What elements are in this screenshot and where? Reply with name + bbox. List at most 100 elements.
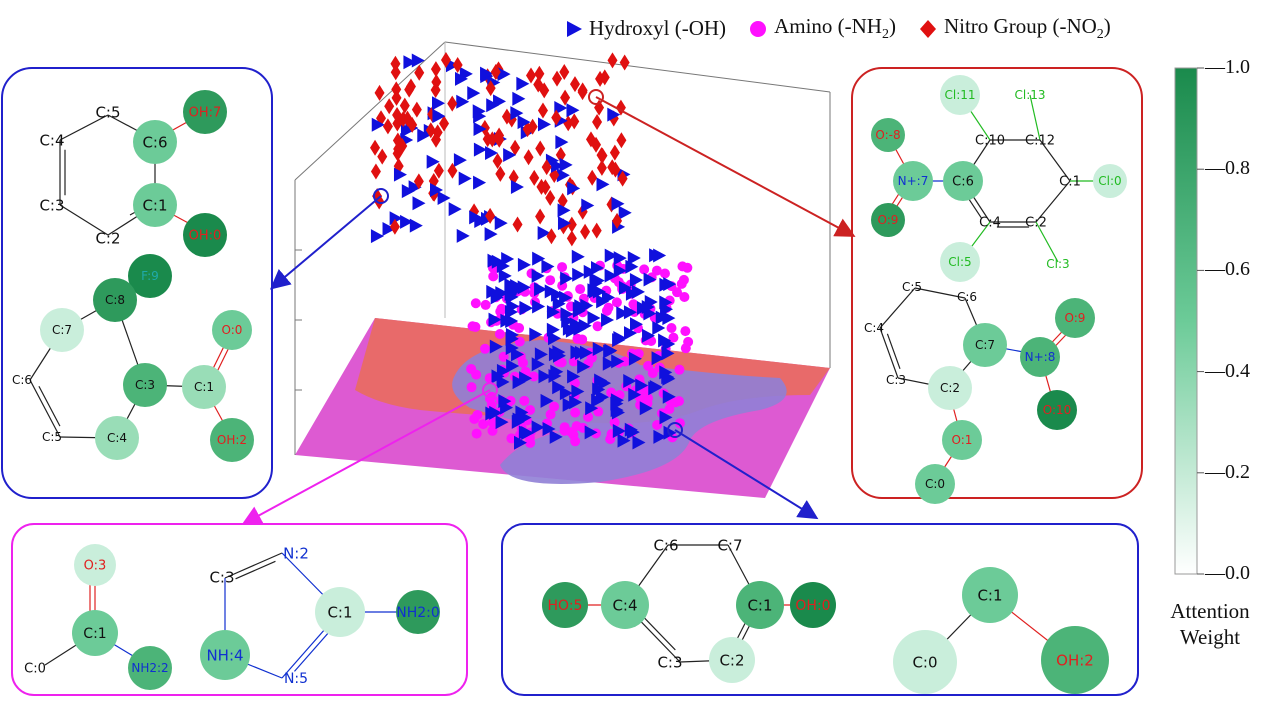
colorbar-title-line1: Attention: [1170, 599, 1250, 623]
scatter-point-hydroxyl: [503, 148, 517, 163]
legend: Hydroxyl (-OH) Amino (-NH2) Nitro Group …: [565, 14, 1133, 43]
scatter-point-amino: [478, 419, 489, 430]
panel-bottom-right: [501, 523, 1139, 696]
legend-item-nitro: Nitro Group (-NO2): [918, 14, 1111, 43]
scatter-point-nitro: [452, 56, 463, 73]
scatter-point-nitro: [510, 139, 521, 156]
scatter-point-amino: [487, 425, 498, 436]
atom-label: C:5: [902, 280, 922, 294]
atom-label: C:1: [142, 196, 167, 214]
scatter-point-nitro: [393, 141, 404, 158]
scatter-point-hydroxyl: [557, 203, 571, 218]
atom-label: C:7: [975, 338, 995, 352]
atom-node: [542, 582, 588, 628]
atom-node: [1041, 626, 1109, 694]
bond: [1035, 180, 1071, 223]
atom-label: C:2: [1025, 216, 1047, 231]
atom-label: C:7: [717, 536, 742, 554]
scatter-point-nitro: [407, 116, 418, 133]
scatter-point-amino: [571, 421, 582, 432]
atom-node: [736, 581, 784, 629]
scatter-point-nitro: [411, 101, 422, 118]
scatter-point-hydroxyl: [456, 228, 470, 243]
colorbar-tick-label: —0.4: [1205, 359, 1250, 382]
scatter-point-hydroxyl: [453, 153, 467, 168]
scatter-point-nitro: [534, 65, 545, 82]
atom-label: C:5: [95, 103, 120, 121]
bond-double: [235, 560, 276, 580]
scatter-point-nitro: [440, 52, 451, 69]
scatter-point-hydroxyl: [589, 272, 603, 287]
scatter-point-hydroxyl: [623, 326, 637, 341]
scatter-point-hydroxyl: [659, 410, 673, 425]
scatter-point-hydroxyl: [490, 290, 504, 305]
scatter-point-amino: [466, 382, 477, 393]
scatter-point-nitro: [607, 52, 618, 69]
scatter-point-hydroxyl: [596, 294, 610, 309]
scatter-point-hydroxyl: [426, 154, 440, 169]
scatter-point-amino: [664, 404, 675, 415]
atom-label: C:3: [657, 653, 682, 671]
scatter-point-hydroxyl: [532, 299, 546, 314]
scatter-point-amino: [680, 326, 691, 337]
scatter-point-nitro: [596, 159, 607, 176]
scatter-point-hydroxyl: [517, 280, 531, 295]
scatter-point-hydroxyl: [473, 122, 487, 137]
atom-label: C:7: [52, 323, 72, 337]
scatter-point-hydroxyl: [625, 259, 639, 274]
scatter-point-amino: [549, 401, 560, 412]
atom-label: O:9: [878, 213, 899, 227]
scatter-point-hydroxyl: [448, 202, 462, 217]
atom-label: Cl:0: [1098, 174, 1121, 188]
scatter-point-amino: [639, 264, 650, 275]
scatter-point-amino: [670, 397, 681, 408]
scatter-point-nitro: [607, 159, 618, 176]
scatter-point-nitro: [447, 162, 458, 179]
atom-label: N:2: [283, 544, 309, 562]
scatter-point-hydroxyl: [596, 177, 610, 192]
scatter-point-amino: [651, 265, 662, 276]
scatter-point-hydroxyl: [505, 289, 519, 304]
scatter-point-hydroxyl: [504, 305, 518, 320]
scatter-point-hydroxyl: [400, 214, 414, 229]
scatter-point-nitro: [405, 78, 416, 95]
scatter-point-nitro: [580, 223, 591, 240]
atom-label: C:12: [1025, 134, 1055, 149]
scatter-point-amino: [642, 393, 653, 404]
scatter-point-hydroxyl: [432, 96, 446, 111]
colorbar-tick-label: —0.2: [1205, 460, 1250, 483]
molecules: C:6 C:1 OH:7 OH:0 C:5 C:4 C:3 C:2 F:9 C:7 C:8 O:0 C:…: [12, 75, 1127, 694]
scatter-point-hydroxyl: [635, 378, 649, 393]
scatter-point-hydroxyl: [552, 296, 566, 311]
scatter-point-amino: [674, 364, 685, 375]
scatter-point-hydroxyl: [494, 216, 508, 231]
legend-label-nitro: Nitro Group (-NO2): [943, 14, 1111, 43]
scatter-point-hydroxyl: [500, 313, 514, 328]
scatter-point-hydroxyl: [663, 425, 677, 440]
bond: [914, 287, 966, 299]
scatter-point-nitro: [447, 95, 458, 112]
scatter-point-hydroxyl: [393, 167, 407, 182]
scatter-point-hydroxyl: [578, 318, 592, 333]
scatter-point-amino: [557, 262, 568, 273]
scatter-point-hydroxyl: [519, 300, 533, 315]
highlight-marker-nitro: [588, 89, 604, 105]
scatter-point-hydroxyl: [566, 103, 580, 118]
arrow-to-bottom-left: [241, 389, 491, 525]
scatter-point-hydroxyl: [661, 346, 675, 361]
bond: [29, 379, 61, 438]
scatter-point-hydroxyl: [552, 380, 566, 395]
scatter-point-hydroxyl: [604, 268, 618, 283]
scatter-point-hydroxyl: [401, 184, 415, 199]
scatter-point-hydroxyl: [456, 94, 470, 109]
atom-label: C:2: [940, 381, 960, 395]
scatter-point-nitro: [508, 169, 519, 186]
highlight-marker-hydroxyl: [373, 188, 389, 204]
scatter-point-hydroxyl: [556, 168, 570, 183]
scatter-point-amino: [603, 302, 614, 313]
atom-node: [212, 310, 252, 350]
scatter-point-hydroxyl: [598, 376, 612, 391]
atom-label: Cl:11: [944, 88, 975, 102]
scatter-point-amino: [545, 275, 556, 286]
